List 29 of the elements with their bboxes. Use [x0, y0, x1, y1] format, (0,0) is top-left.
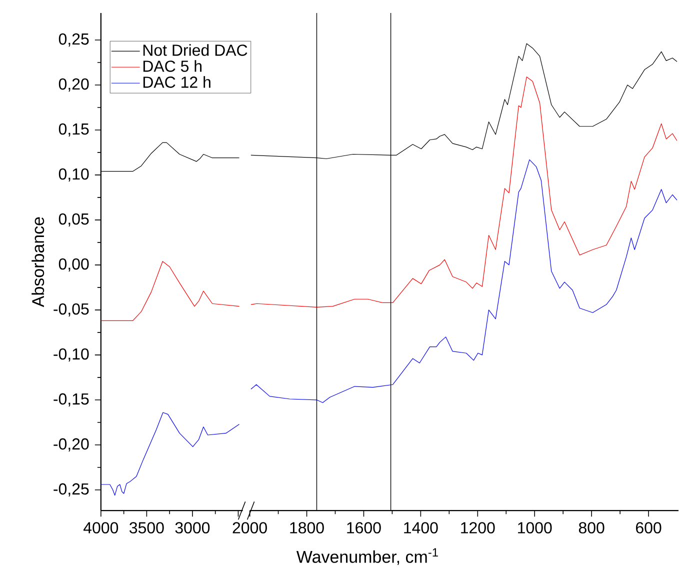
- x-tick-label: 3000: [175, 522, 210, 534]
- x-tick-label: 1800: [290, 522, 324, 534]
- x-tick-label: 1600: [347, 522, 381, 534]
- x-tick-label: 4000: [83, 522, 118, 534]
- x-tick-label: 2000: [232, 522, 267, 534]
- legend-label: DAC 12 h: [143, 76, 210, 88]
- y-tick-label: 0,25: [58, 34, 89, 47]
- y-tick-label: 0,05: [58, 214, 89, 227]
- line-series: [100, 261, 240, 322]
- x-tick-label: 800: [578, 522, 604, 534]
- x-tick-label: 1200: [461, 522, 495, 534]
- y-tick-label: -0,20: [54, 438, 89, 452]
- x-tick-label: 1000: [518, 522, 552, 534]
- line-series: [100, 412, 240, 496]
- y-tick-label: -0,15: [54, 394, 89, 407]
- y-tick-label: -0,25: [54, 484, 89, 497]
- x-tick-label: 600: [636, 522, 662, 534]
- x-axis-title: Wavenumber, cm$^{-1}$: [296, 548, 438, 566]
- y-tick-label: -0,10: [54, 348, 89, 362]
- y-tick-label: 0,15: [58, 124, 89, 137]
- y-tick-label: 0,20: [58, 78, 89, 92]
- legend-label: DAC 5 h: [143, 60, 202, 72]
- y-tick-label: 0,10: [58, 168, 89, 182]
- y-tick-label: -0,05: [54, 304, 89, 317]
- x-tick-label: 3500: [130, 522, 164, 534]
- x-tick-label: 1400: [404, 522, 438, 534]
- y-tick-label: 0,00: [58, 258, 89, 272]
- legend-label: Not Dried DAC: [143, 44, 248, 56]
- y-axis-title: Absorbance: [32, 217, 44, 308]
